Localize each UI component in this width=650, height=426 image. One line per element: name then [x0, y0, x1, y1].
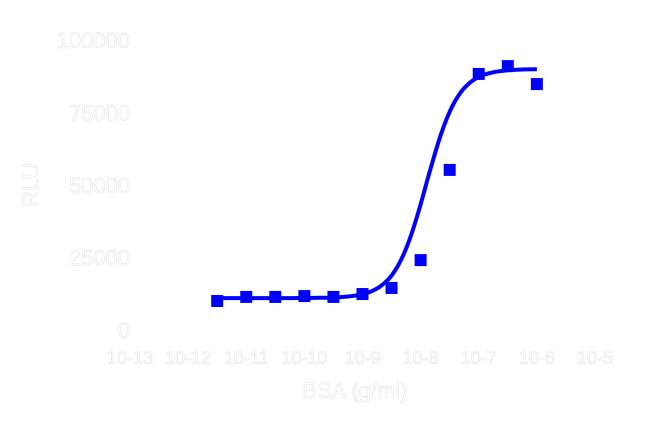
y-tick-label: 100000 [57, 28, 130, 53]
x-tick-label: 10-9 [344, 348, 380, 368]
y-tick-label: 0 [118, 318, 130, 343]
fit-curve [217, 67, 537, 301]
data-point [530, 78, 543, 91]
x-tick-label: 10-5 [577, 348, 613, 368]
data-point [414, 254, 427, 267]
y-tick-label: 25000 [69, 246, 130, 271]
x-tick-label: 10-8 [403, 348, 439, 368]
y-tick-label: 75000 [69, 101, 130, 126]
data-point [472, 67, 485, 80]
y-axis-label: RLU [18, 163, 43, 207]
x-tick-label: 10-10 [281, 348, 327, 368]
x-tick-label: 10-11 [224, 348, 269, 368]
data-point [385, 281, 398, 294]
x-axis-label: BSA (g/ml) [302, 378, 407, 403]
data-point [298, 290, 311, 303]
x-tick-label: 10-7 [461, 348, 497, 368]
data-point [356, 288, 369, 301]
y-tick-label: 50000 [69, 173, 130, 198]
data-point [240, 290, 253, 303]
data-point [327, 290, 340, 303]
x-tick-label: 10-12 [165, 348, 211, 368]
x-tick-label: 10-6 [519, 348, 555, 368]
data-point [211, 295, 224, 307]
x-tick-label: 10-13 [107, 348, 153, 368]
data-point [443, 163, 456, 176]
data-point [501, 60, 514, 73]
data-point [269, 290, 282, 303]
